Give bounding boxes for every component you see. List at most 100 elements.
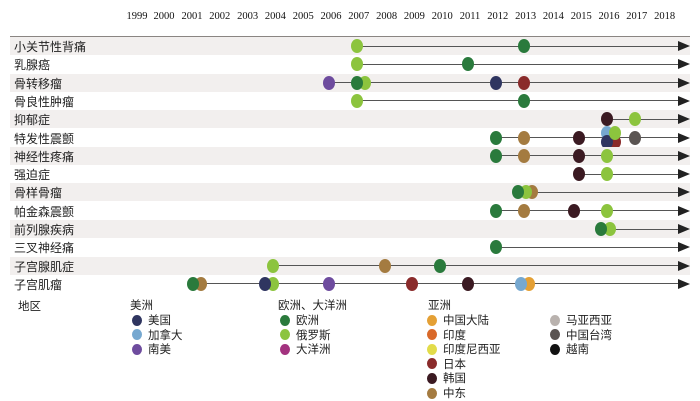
legend-label: 马亚西亚	[566, 313, 612, 327]
legend-label: 中国台湾	[566, 327, 612, 342]
row-label: 抑郁症	[14, 113, 51, 128]
row-label: 小关节性背痛	[14, 40, 87, 54]
year-tick-label: 2008	[376, 11, 398, 22]
data-point-europe	[595, 222, 608, 236]
legend-item-middle_east: 中东	[427, 385, 466, 401]
timeline-row: 前列腺疾病	[10, 220, 690, 238]
timeline-line	[607, 118, 682, 120]
data-point-taiwan	[628, 130, 641, 145]
data-point-europe	[434, 258, 447, 273]
data-point-europe	[489, 148, 502, 163]
timeline-row: 特发性震颤	[10, 125, 690, 149]
legend-item-taiwan: 中国台湾	[550, 327, 612, 343]
data-point-russia	[628, 112, 641, 127]
data-point-europe	[462, 57, 474, 72]
arrow-icon	[678, 59, 690, 70]
data-point-middle_east	[517, 203, 530, 218]
year-tick-label: 2000	[153, 11, 175, 22]
year-tick-label: 2017	[626, 11, 648, 22]
row-label: 骨良性肿瘤	[14, 94, 75, 109]
legend-item-malaysia: 马亚西亚	[550, 312, 612, 328]
timeline-line	[273, 265, 682, 267]
data-point-europe	[186, 276, 199, 291]
row-label: 骨样骨瘤	[14, 186, 63, 201]
legend-item-usa: 美国	[132, 312, 171, 328]
data-point-japan	[517, 75, 530, 90]
data-point-russia	[601, 203, 613, 218]
timeline-row: 神经性疼痛	[10, 146, 690, 165]
timeline-row: 帕金森震颤	[10, 202, 690, 220]
row-label: 帕金森震颤	[14, 204, 75, 219]
legend-swatch	[427, 329, 437, 341]
year-tick-label: 2015	[570, 11, 592, 22]
legend-swatch	[427, 358, 437, 370]
arrow-icon	[678, 41, 690, 51]
legend-label: 印度	[443, 327, 466, 342]
arrow-icon	[678, 242, 690, 253]
legend-label: 韩国	[443, 371, 466, 386]
timeline-line	[329, 82, 682, 84]
timeline-line	[495, 210, 682, 212]
row-label: 子宫腺肌症	[14, 259, 75, 274]
legend-swatch	[427, 387, 437, 399]
legend-group-title: 美洲	[130, 298, 153, 312]
timeline-line	[495, 137, 682, 138]
data-point-europe	[489, 130, 502, 145]
data-point-usa	[489, 75, 502, 90]
arrow-icon	[678, 132, 690, 143]
legend-item-europe: 欧洲	[280, 312, 319, 328]
timeline-row: 子宫腺肌症	[10, 256, 690, 275]
timeline-row: 骨样骨瘤	[10, 183, 690, 202]
data-point-russia	[350, 39, 363, 53]
data-point-europe	[489, 203, 502, 218]
timeline-row: 子宫肌瘤	[10, 275, 690, 293]
legend-item-oceania: 大洋洲	[280, 341, 331, 357]
row-label: 强迫症	[14, 168, 51, 183]
data-point-russia	[350, 57, 363, 72]
row-label: 子宫肌瘤	[14, 277, 63, 292]
legend-item-korea: 韩国	[427, 370, 466, 386]
arrow-icon	[678, 150, 690, 161]
legend-swatch	[550, 314, 560, 326]
legend-swatch	[427, 343, 437, 355]
year-tick-label: 2001	[181, 11, 203, 22]
legend-item-vietnam: 越南	[550, 341, 589, 357]
timeline-line	[579, 173, 682, 175]
row-label: 骨转移瘤	[14, 76, 63, 91]
legend-swatch	[280, 343, 290, 355]
legend-group-title: 亚洲	[428, 298, 451, 312]
data-point-korea	[567, 203, 580, 218]
year-tick-label: 2007	[348, 11, 370, 22]
timeline-line	[356, 63, 682, 65]
legend-swatch	[550, 329, 560, 341]
data-point-middle_east	[517, 130, 530, 145]
data-point-russia	[267, 258, 280, 273]
row-label: 三叉神经痛	[14, 241, 75, 256]
data-point-middle_east	[517, 148, 530, 163]
row-label: 前列腺疾病	[14, 223, 75, 237]
year-tick-label: 2012	[487, 11, 509, 22]
year-tick-label: 2006	[320, 11, 342, 22]
timeline-line	[518, 191, 682, 193]
timeline-row: 三叉神经痛	[10, 238, 690, 256]
legend-item-china_mainland: 中国大陆	[427, 312, 489, 328]
timeline-row: 强迫症	[10, 165, 690, 183]
timeline-line	[601, 228, 682, 230]
arrow-icon	[678, 169, 690, 180]
legend-label: 美国	[148, 313, 171, 327]
arrow-icon	[678, 187, 690, 198]
legend-swatch	[132, 314, 142, 326]
year-tick-label: 2002	[209, 11, 231, 22]
data-point-europe	[350, 75, 363, 90]
legend-label: 俄罗斯	[296, 327, 331, 342]
arrow-icon	[678, 260, 690, 271]
legend-swatch	[280, 314, 290, 326]
row-label: 特发性震颤	[14, 131, 75, 146]
year-tick-label: 2014	[542, 11, 564, 22]
data-point-korea	[601, 112, 613, 127]
data-point-russia	[603, 222, 616, 236]
legend-group-title: 欧洲、大洋洲	[278, 298, 347, 312]
data-point-south_america	[323, 276, 335, 291]
year-tick-label: 2018	[654, 11, 676, 22]
arrow-icon	[678, 114, 690, 125]
